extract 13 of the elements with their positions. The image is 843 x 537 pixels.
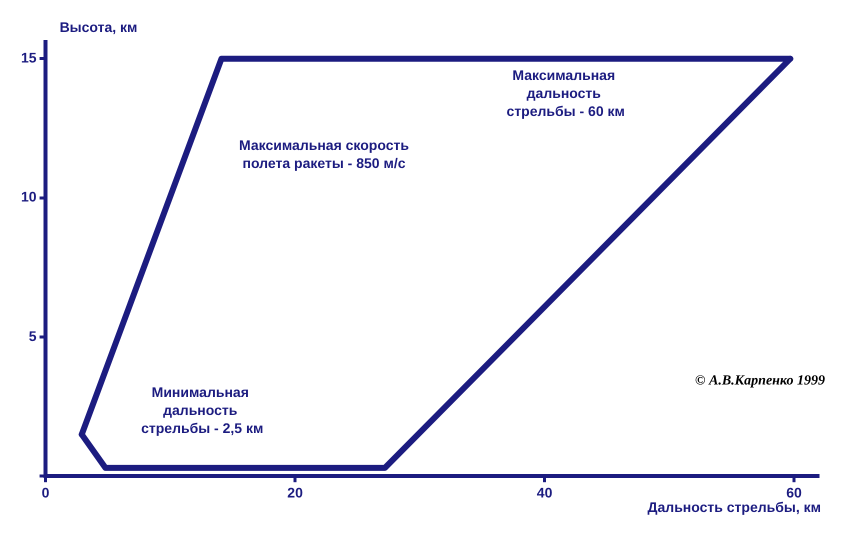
x-tick-label: 60 [786,484,802,500]
y-tick-label: 15 [20,50,37,66]
annotation: Минимальная дальность стрельбы - 2,5 км [137,384,264,436]
annotation: © А.В.Карпенко 1999 [695,373,825,388]
x-tick-label: 0 [42,484,50,500]
annotation: Максимальная скорость полета ракеты - 850 м/с [239,136,410,171]
x-tick-label: 20 [287,484,304,500]
x-tick-label: 40 [536,484,553,500]
annotation: Максимальная дальность стрельбы - 60 км [502,66,625,119]
y-axis-title: Высота, км [60,18,138,35]
x-axis-title: Дальность стрельбы, км [648,499,821,516]
y-tick-label: 5 [28,328,37,344]
y-tick-label: 10 [20,188,37,205]
